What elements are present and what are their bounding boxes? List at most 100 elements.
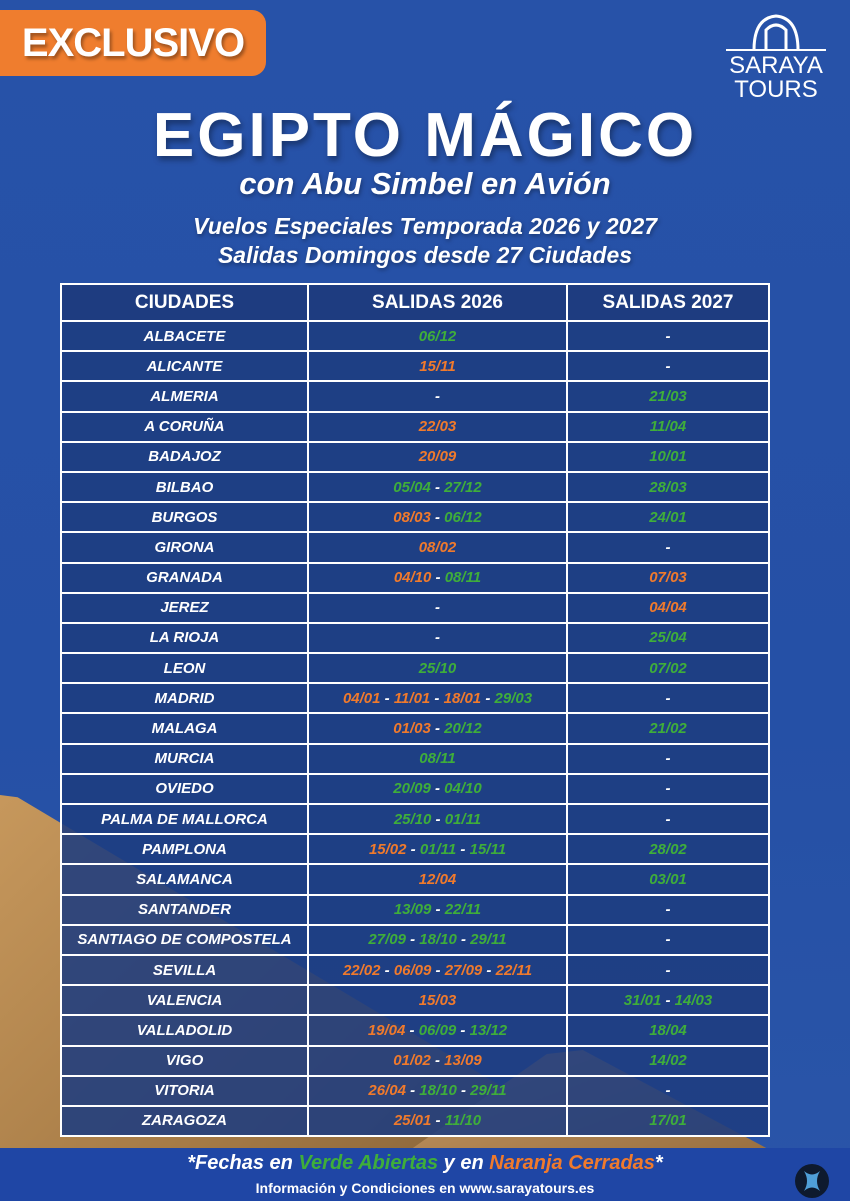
logo-line-1: SARAYA [729,52,823,79]
departures-2027-cell: 28/03 [566,470,770,504]
table-row: JEREZ - 04/04 [60,591,770,624]
departures-2026-cell: - [307,591,568,624]
closed-date: 15/03 [418,991,457,1009]
date-separator: - [430,508,445,526]
sparkle-x-icon [804,1171,820,1191]
table-row: PAMPLONA 15/02 - 01/11 - 15/11 28/02 [60,833,770,866]
closed-date: 12/04 [418,870,457,888]
saraya-tours-logo: SARAYA TOURS [722,12,830,102]
open-date: 14/02 [649,1052,687,1070]
closed-date: 18/01 [443,689,482,707]
header-2027: SALIDAS 2027 [566,283,770,322]
departures-2026-cell: 05/04 - 27/12 [307,470,568,504]
departures-2026-cell: 22/02 - 06/09 - 27/09 - 22/11 [307,953,568,987]
closed-date: 06/09 [393,961,432,979]
color-legend: *Fechas en Verde Abiertas y en Naranja C… [0,1152,850,1175]
city-cell: SANTIAGO DE COMPOSTELA [60,923,309,956]
page-title: EGIPTO MÁGICO [152,101,698,170]
open-date: 25/04 [649,629,687,647]
open-date: 20/12 [444,720,482,738]
departures-2026-cell: 04/10 - 08/11 [307,561,568,594]
open-date: 15/11 [469,840,507,858]
header-2026: SALIDAS 2026 [307,283,568,322]
departures-2027-cell: - [566,350,770,383]
table-row: ZARAGOZA 25/01 - 11/10 17/01 [60,1104,770,1138]
date-separator: - [380,689,394,707]
table-row: A CORUÑA 22/03 11/04 [60,410,770,443]
date-separator: - [430,689,444,707]
city-cell: BADAJOZ [60,440,309,473]
open-date: 06/12 [444,508,482,526]
legend-prefix: *Fechas en [187,1152,299,1174]
date-separator: - [456,840,470,858]
table-row: VALLADOLID 19/04 - 06/09 - 13/12 18/04 [60,1014,770,1047]
table-row: VITORIA 26/04 - 18/10 - 29/11- [60,1074,770,1107]
city-cell: OVIEDO [60,772,309,806]
table-row: SANTIAGO DE COMPOSTELA 27/09 - 18/10 - 29… [60,923,770,956]
open-date: 18/10 [419,1082,457,1100]
departures-2027-cell: 28/02 [566,833,770,866]
closed-date: 04/01 [342,689,381,707]
footer: *Fechas en Verde Abiertas y en Naranja C… [0,1148,850,1201]
date-separator: - [431,569,445,587]
departures-2027-cell: 03/01 [566,863,770,896]
open-date: 31/01 [623,991,662,1009]
table-row: SANTANDER 13/09 - 22/11- [60,893,770,926]
city-cell: BILBAO [60,470,309,504]
table-row: PALMA DE MALLORCA 25/10 - 01/11- [60,802,770,836]
open-date: 07/02 [649,659,687,677]
departures-2027-cell: 14/02 [566,1044,770,1077]
open-date: 27/09 [368,931,406,949]
open-date: 11/10 [444,1112,482,1130]
date-separator: - [430,780,445,798]
departures-2026-cell: 12/04 [307,863,568,896]
city-cell: VALENCIA [60,984,309,1017]
closed-date: 22/03 [418,418,457,436]
city-cell: SANTANDER [60,893,309,926]
departures-2027-cell: - [566,319,770,353]
departures-2027-cell: - [566,1074,770,1107]
closed-date: 01/03 [393,720,431,738]
closed-date: 20/09 [418,448,457,466]
table-row: LA RIOJA - 25/04 [60,621,770,655]
date-separator: - [456,1082,471,1100]
pharaoh-logo-icon [726,14,826,51]
departures-2027-cell: 24/01 [566,501,770,534]
open-date: 25/10 [418,659,457,677]
departures-line: Salidas Domingos desde 27 Ciudades [217,242,633,268]
open-date: 14/03 [674,991,713,1009]
open-date: 11/04 [649,418,687,436]
departures-2026-cell: 01/02 - 13/09 [307,1044,568,1077]
open-date: 01/11 [444,810,482,828]
open-date: 01/11 [419,840,457,858]
closed-date: 15/11 [419,357,456,375]
city-cell: LEON [60,652,309,685]
departures-2026-cell: 08/03 - 06/12 [307,501,568,534]
departures-2026-cell: 01/03 - 20/12 [307,712,568,745]
closed-date: 07/03 [649,569,687,587]
departures-2027-cell: 25/04 [566,621,770,655]
table-header-row: CIUDADES SALIDAS 2026 SALIDAS 2027 [60,283,770,322]
date-separator: - [430,1052,445,1070]
open-date: 05/04 [393,478,431,496]
city-cell: ALICANTE [60,350,309,383]
departures-2026-cell: 15/03 [307,984,568,1017]
open-date: 13/12 [469,1021,508,1039]
table-row: OVIEDO 20/09 - 04/10- [60,772,770,806]
date-separator: - [456,931,471,949]
departures-table: CIUDADES SALIDAS 2026 SALIDAS 2027 ALBAC… [60,283,770,1138]
legend-closed: Naranja Cerradas [489,1152,655,1174]
city-cell: ZARAGOZA [60,1104,309,1138]
open-date: 25/10 [393,810,432,828]
app-icon[interactable] [795,1164,829,1198]
open-date: 10/01 [649,448,687,466]
table-row: MURCIA 08/11 - [60,742,770,775]
table-row: SALAMANCA 12/04 03/01 [60,863,770,896]
table-row: GRANADA 04/10 - 08/11 07/03 [60,561,770,594]
departures-2027-cell: 17/01 [566,1104,770,1138]
open-date: 20/09 [393,780,431,798]
table-row: BADAJOZ 20/09 10/01 [60,440,770,473]
open-date: 24/01 [649,508,687,526]
city-cell: PAMPLONA [60,833,309,866]
date-separator: - [431,1112,445,1130]
